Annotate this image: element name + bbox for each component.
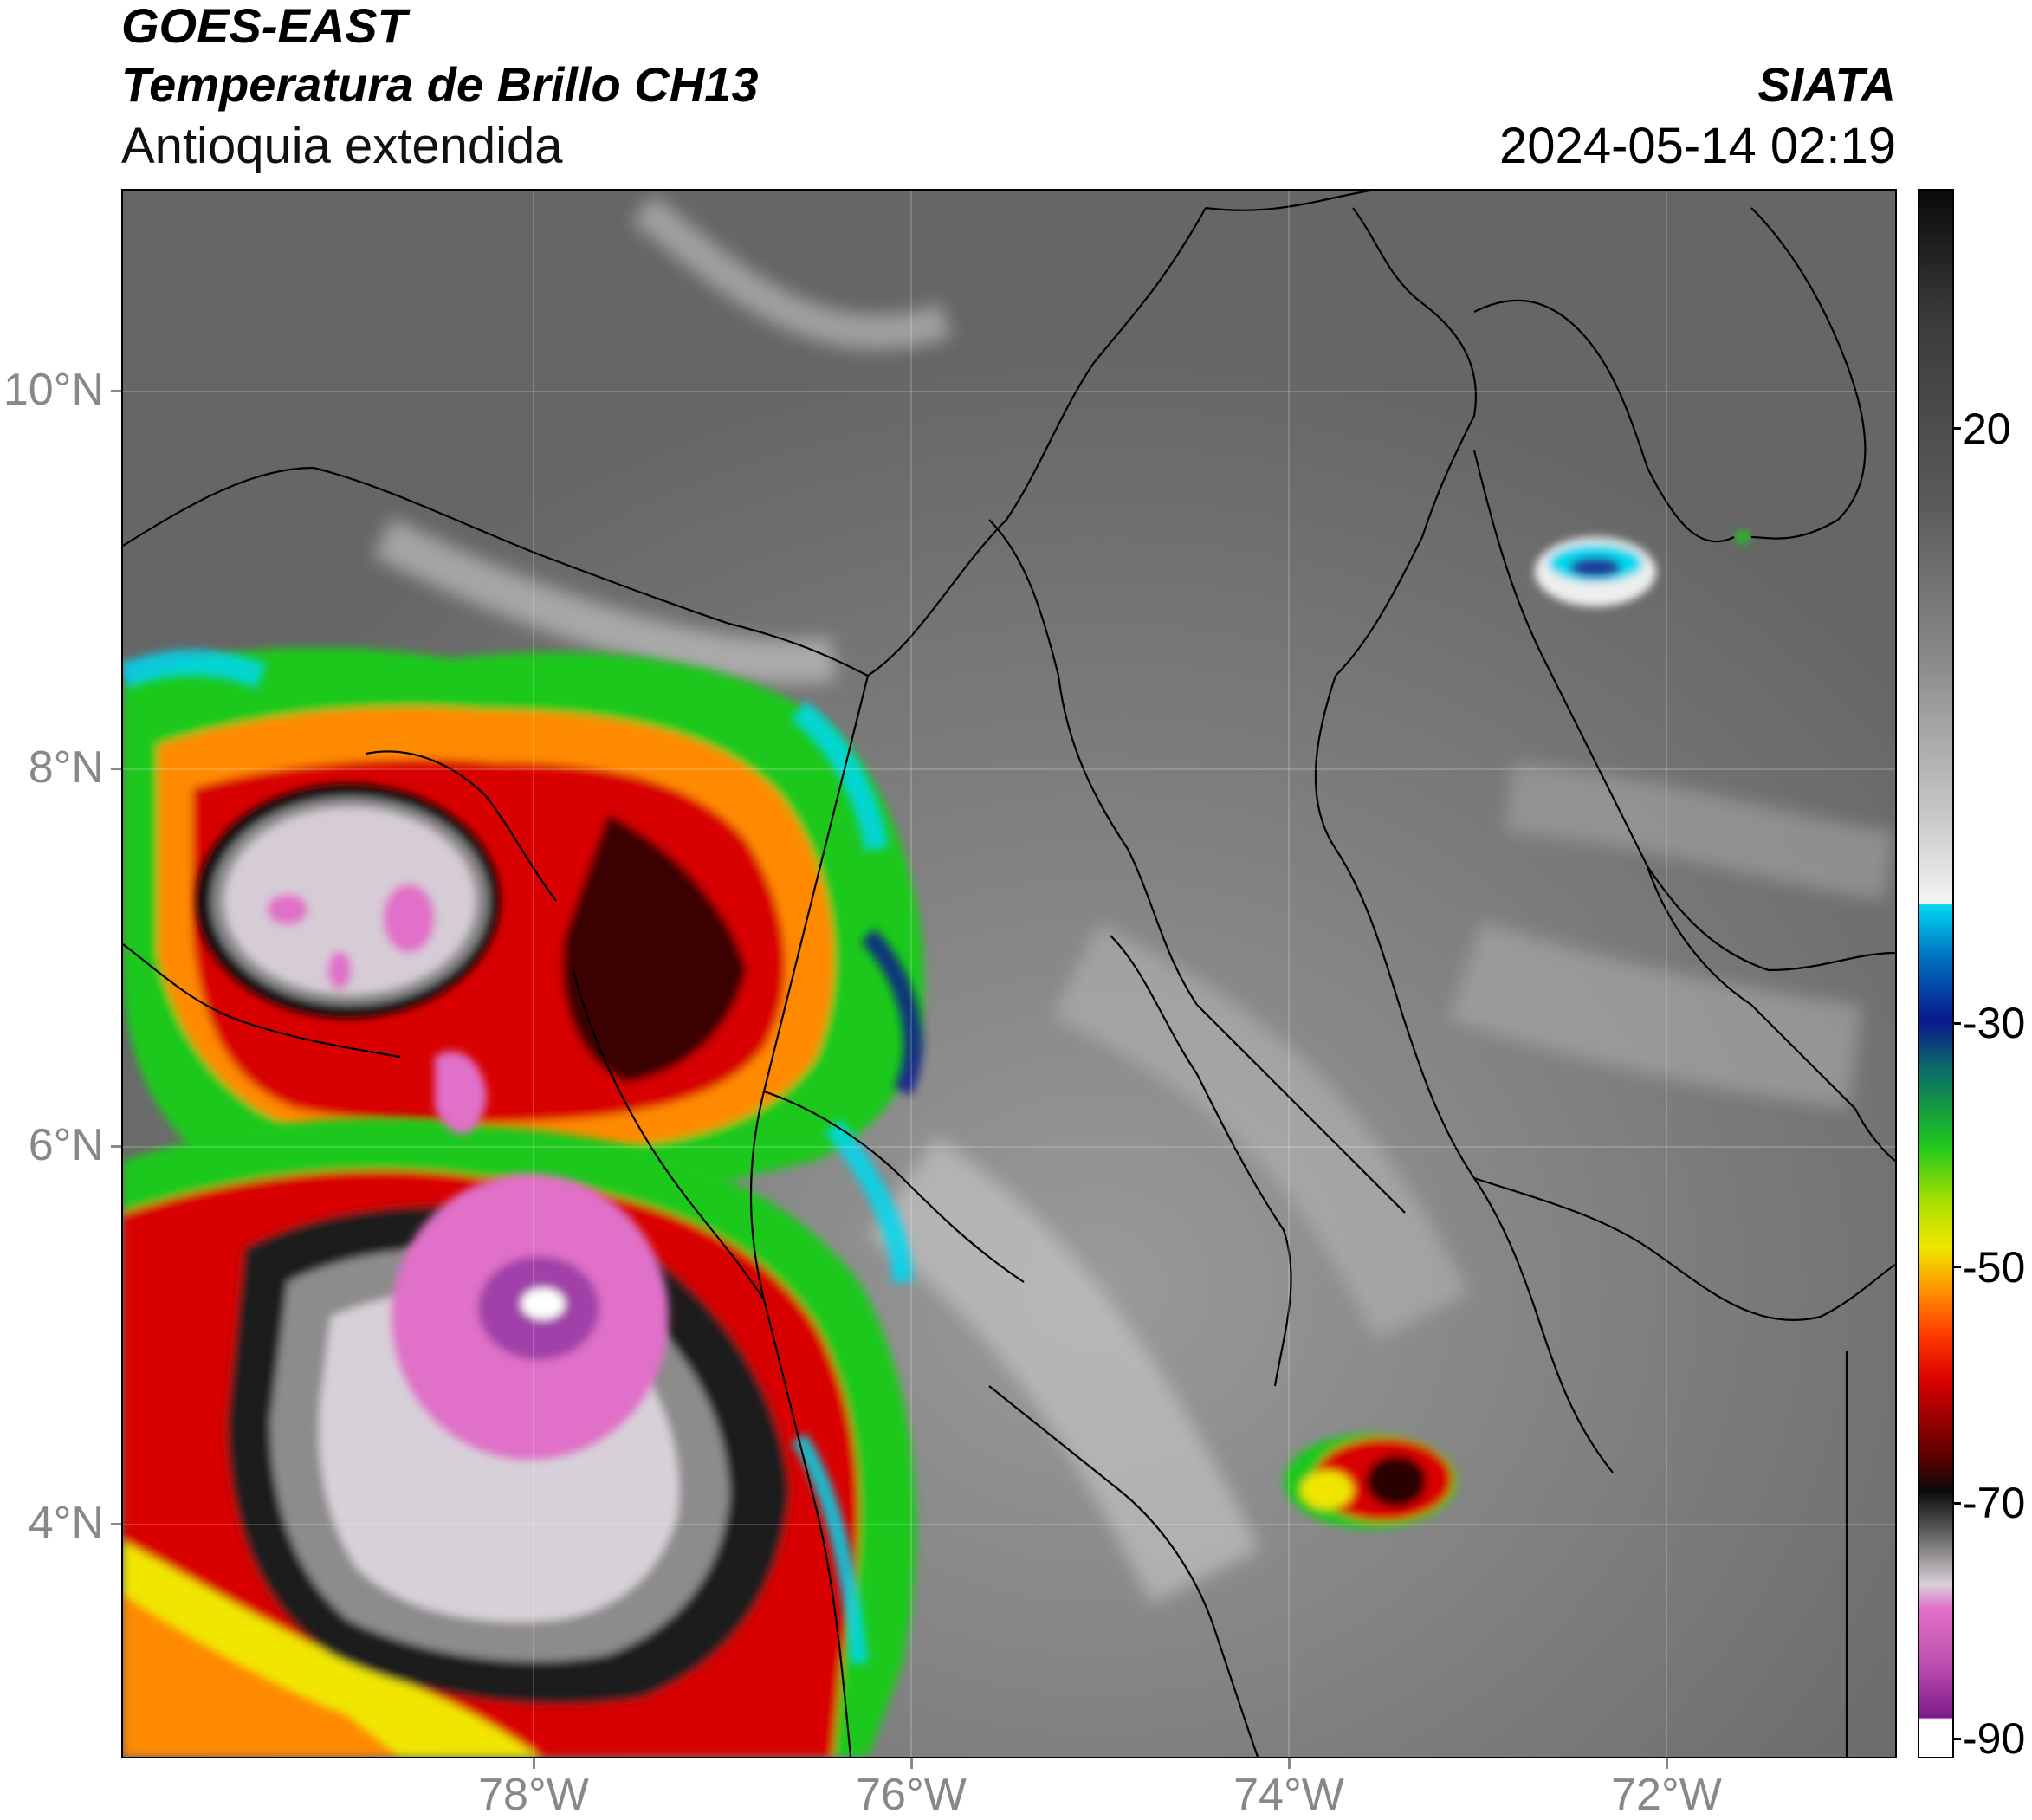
satellite-title: GOES-EAST [121,0,407,53]
datetime-label: 2024-05-14 02:19 [1499,118,1896,174]
lat-tick [111,1523,121,1525]
colorbar-tick [1952,1266,1961,1268]
lon-label-72w: 72°W [1611,1770,1722,1820]
lat-label-6n: 6°N [28,1120,104,1170]
storm-fringe [123,650,923,1664]
colorbar-label-minus30: -30 [1963,999,2026,1047]
storm-northeast [1535,530,1750,606]
colorbar-label-20: 20 [1963,405,2011,453]
colorbar-label-minus70: -70 [1963,1479,2026,1527]
lat-label-4n: 4°N [28,1498,104,1548]
graticule [123,191,1895,1757]
region-subtitle: Antioquia extendida [121,118,563,174]
lat-label-8n: 8°N [28,742,104,793]
lat-label-10n: 10°N [3,365,104,415]
colorbar-label-minus50: -50 [1963,1243,2026,1292]
lat-tick [111,768,121,770]
colorbar-tick [1952,1738,1961,1740]
cirrus-streaks [372,194,1895,1604]
lon-tick [1666,1758,1668,1769]
agency-label: SIATA [1757,57,1896,112]
temperature-colorbar [1918,189,1954,1758]
product-title: Temperatura de Brillo CH13 [121,57,759,112]
colorbar-tick [1952,427,1961,430]
storm-north-core [197,784,500,1018]
lon-tick [1288,1758,1291,1769]
satellite-map [121,189,1897,1758]
lon-label-78w: 78°W [478,1770,589,1820]
lat-tick [111,390,121,392]
boundaries [123,191,1895,1757]
lat-tick [111,1145,121,1148]
colorbar-tick [1952,1502,1961,1505]
lon-tick [533,1758,535,1769]
storm-south-core [392,1051,669,1460]
lon-label-74w: 74°W [1233,1770,1344,1820]
colorbar-tick [1952,1022,1961,1025]
lon-label-76w: 76°W [856,1770,967,1820]
lon-tick [910,1758,913,1769]
storm-southeast [1284,1434,1457,1529]
colorbar-label-minus90: -90 [1963,1714,2026,1763]
